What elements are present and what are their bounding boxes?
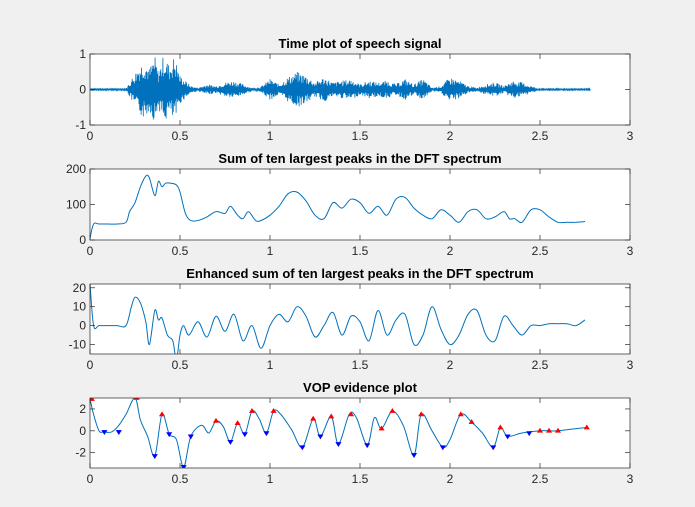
minimum-marker [187, 434, 194, 440]
minimum-marker [101, 430, 108, 435]
x-tick-label: 0 [87, 244, 94, 258]
chart-title: VOP evidence plot [303, 380, 418, 395]
y-tick-label: 100 [66, 198, 86, 212]
minimum-marker [504, 434, 511, 440]
minimum-marker [115, 430, 122, 435]
x-tick-label: 3 [627, 129, 634, 143]
y-tick-label: 2 [79, 402, 86, 416]
x-tick-label: 3 [627, 472, 634, 486]
y-tick-label: -1 [75, 118, 86, 132]
x-tick-label: 0.5 [172, 129, 189, 143]
maximum-marker [158, 411, 166, 417]
x-tick-label: 2.5 [532, 129, 549, 143]
axes-background [90, 169, 630, 240]
maximum-marker [497, 424, 504, 430]
x-tick-label: 2 [447, 244, 454, 258]
x-tick-label: 0 [87, 358, 94, 372]
x-tick-label: 2.5 [532, 244, 549, 258]
x-tick-label: 2.5 [532, 472, 549, 486]
x-tick-label: 0.5 [172, 472, 189, 486]
maximum-marker [468, 418, 475, 424]
y-tick-label: -2 [75, 446, 86, 460]
x-tick-label: 1.5 [352, 129, 369, 143]
maximum-marker [378, 425, 385, 431]
maximum-marker [554, 427, 562, 433]
axes-background [90, 284, 630, 354]
plot-area [90, 398, 590, 468]
x-tick-label: 1 [267, 129, 274, 143]
plot-area [90, 174, 586, 239]
maximum-marker [536, 427, 544, 433]
x-tick-label: 2.5 [532, 358, 549, 372]
minimum-marker [335, 442, 342, 448]
x-tick-label: 0 [87, 129, 94, 143]
plot-area [90, 57, 591, 120]
maximum-marker [545, 427, 553, 433]
minimum-marker [364, 443, 371, 449]
series-line [90, 284, 586, 354]
maximum-marker [212, 417, 220, 423]
chart-title: Sum of ten largest peaks in the DFT spec… [218, 151, 501, 166]
maximum-marker [347, 411, 355, 417]
x-tick-label: 3 [627, 358, 634, 372]
y-tick-label: 1 [79, 47, 86, 61]
y-tick-label: 200 [66, 162, 86, 176]
x-tick-label: 1.5 [352, 358, 369, 372]
x-tick-label: 1 [267, 358, 274, 372]
series-line [90, 174, 586, 239]
x-tick-label: 2 [447, 472, 454, 486]
minimum-marker [263, 431, 270, 437]
chart-title: Time plot of speech signal [278, 36, 441, 51]
x-tick-label: 0 [87, 472, 94, 486]
maximum-marker [583, 424, 590, 430]
minimum-marker [227, 439, 234, 445]
maximum-marker [389, 408, 396, 413]
maximum-marker [248, 408, 256, 413]
minimum-marker [410, 453, 418, 458]
maximum-marker [457, 411, 464, 417]
y-tick-label: 10 [73, 300, 87, 314]
y-tick-label: 0 [79, 319, 86, 333]
x-tick-label: 1.5 [352, 472, 369, 486]
chart-title: Enhanced sum of ten largest peaks in the… [186, 266, 533, 281]
y-tick-label: 0 [79, 83, 86, 97]
maximum-marker [90, 398, 95, 401]
minimum-marker [317, 434, 324, 440]
x-tick-label: 3 [627, 244, 634, 258]
subplot-2: 0 0.5 1 1.5 2 2.5 3 0 100 200 Sum of ten largest p… [66, 151, 634, 258]
minimum-marker [439, 445, 446, 451]
minimum-marker [166, 432, 173, 438]
minimum-marker [490, 445, 497, 451]
speech-waveform [90, 57, 591, 120]
y-tick-label: 20 [73, 281, 87, 295]
minimum-marker [241, 432, 248, 438]
x-tick-label: 0.5 [172, 244, 189, 258]
series-line [90, 398, 587, 468]
minimum-marker [526, 431, 533, 437]
y-tick-label: -10 [69, 338, 87, 352]
minimum-marker [151, 454, 158, 460]
x-tick-label: 1.5 [352, 244, 369, 258]
minimum-marker [299, 445, 306, 451]
x-tick-label: 2 [447, 358, 454, 372]
x-tick-label: 1 [267, 244, 274, 258]
x-tick-label: 1 [267, 472, 274, 486]
maximum-marker [133, 398, 140, 400]
maximum-marker [310, 415, 317, 421]
y-tick-label: 0 [79, 424, 86, 438]
maximum-marker [270, 408, 277, 413]
x-tick-label: 0.5 [172, 358, 189, 372]
maximum-marker [234, 420, 241, 425]
y-tick-label: 0 [79, 233, 86, 247]
minimum-marker [180, 465, 187, 468]
maximum-marker [328, 413, 335, 419]
x-tick-label: 2 [447, 129, 454, 143]
maximum-marker [418, 411, 425, 417]
plot-area [90, 284, 586, 354]
